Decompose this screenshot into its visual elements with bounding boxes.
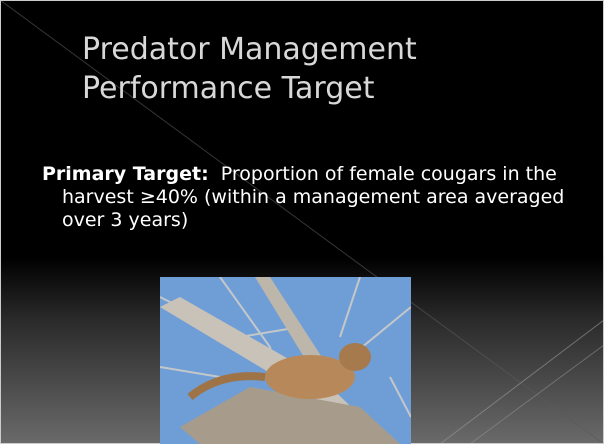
cougar-photo (160, 277, 411, 444)
bullet: Primary Target: Proportion of female cou… (42, 163, 582, 232)
bullet-label: Primary Target: (42, 163, 209, 185)
title-line: Performance Target (82, 69, 417, 108)
slide-title: Predator Management Performance Target (82, 30, 417, 108)
title-line: Predator Management (82, 30, 417, 69)
slide: Predator Management Performance Target P… (0, 0, 604, 444)
